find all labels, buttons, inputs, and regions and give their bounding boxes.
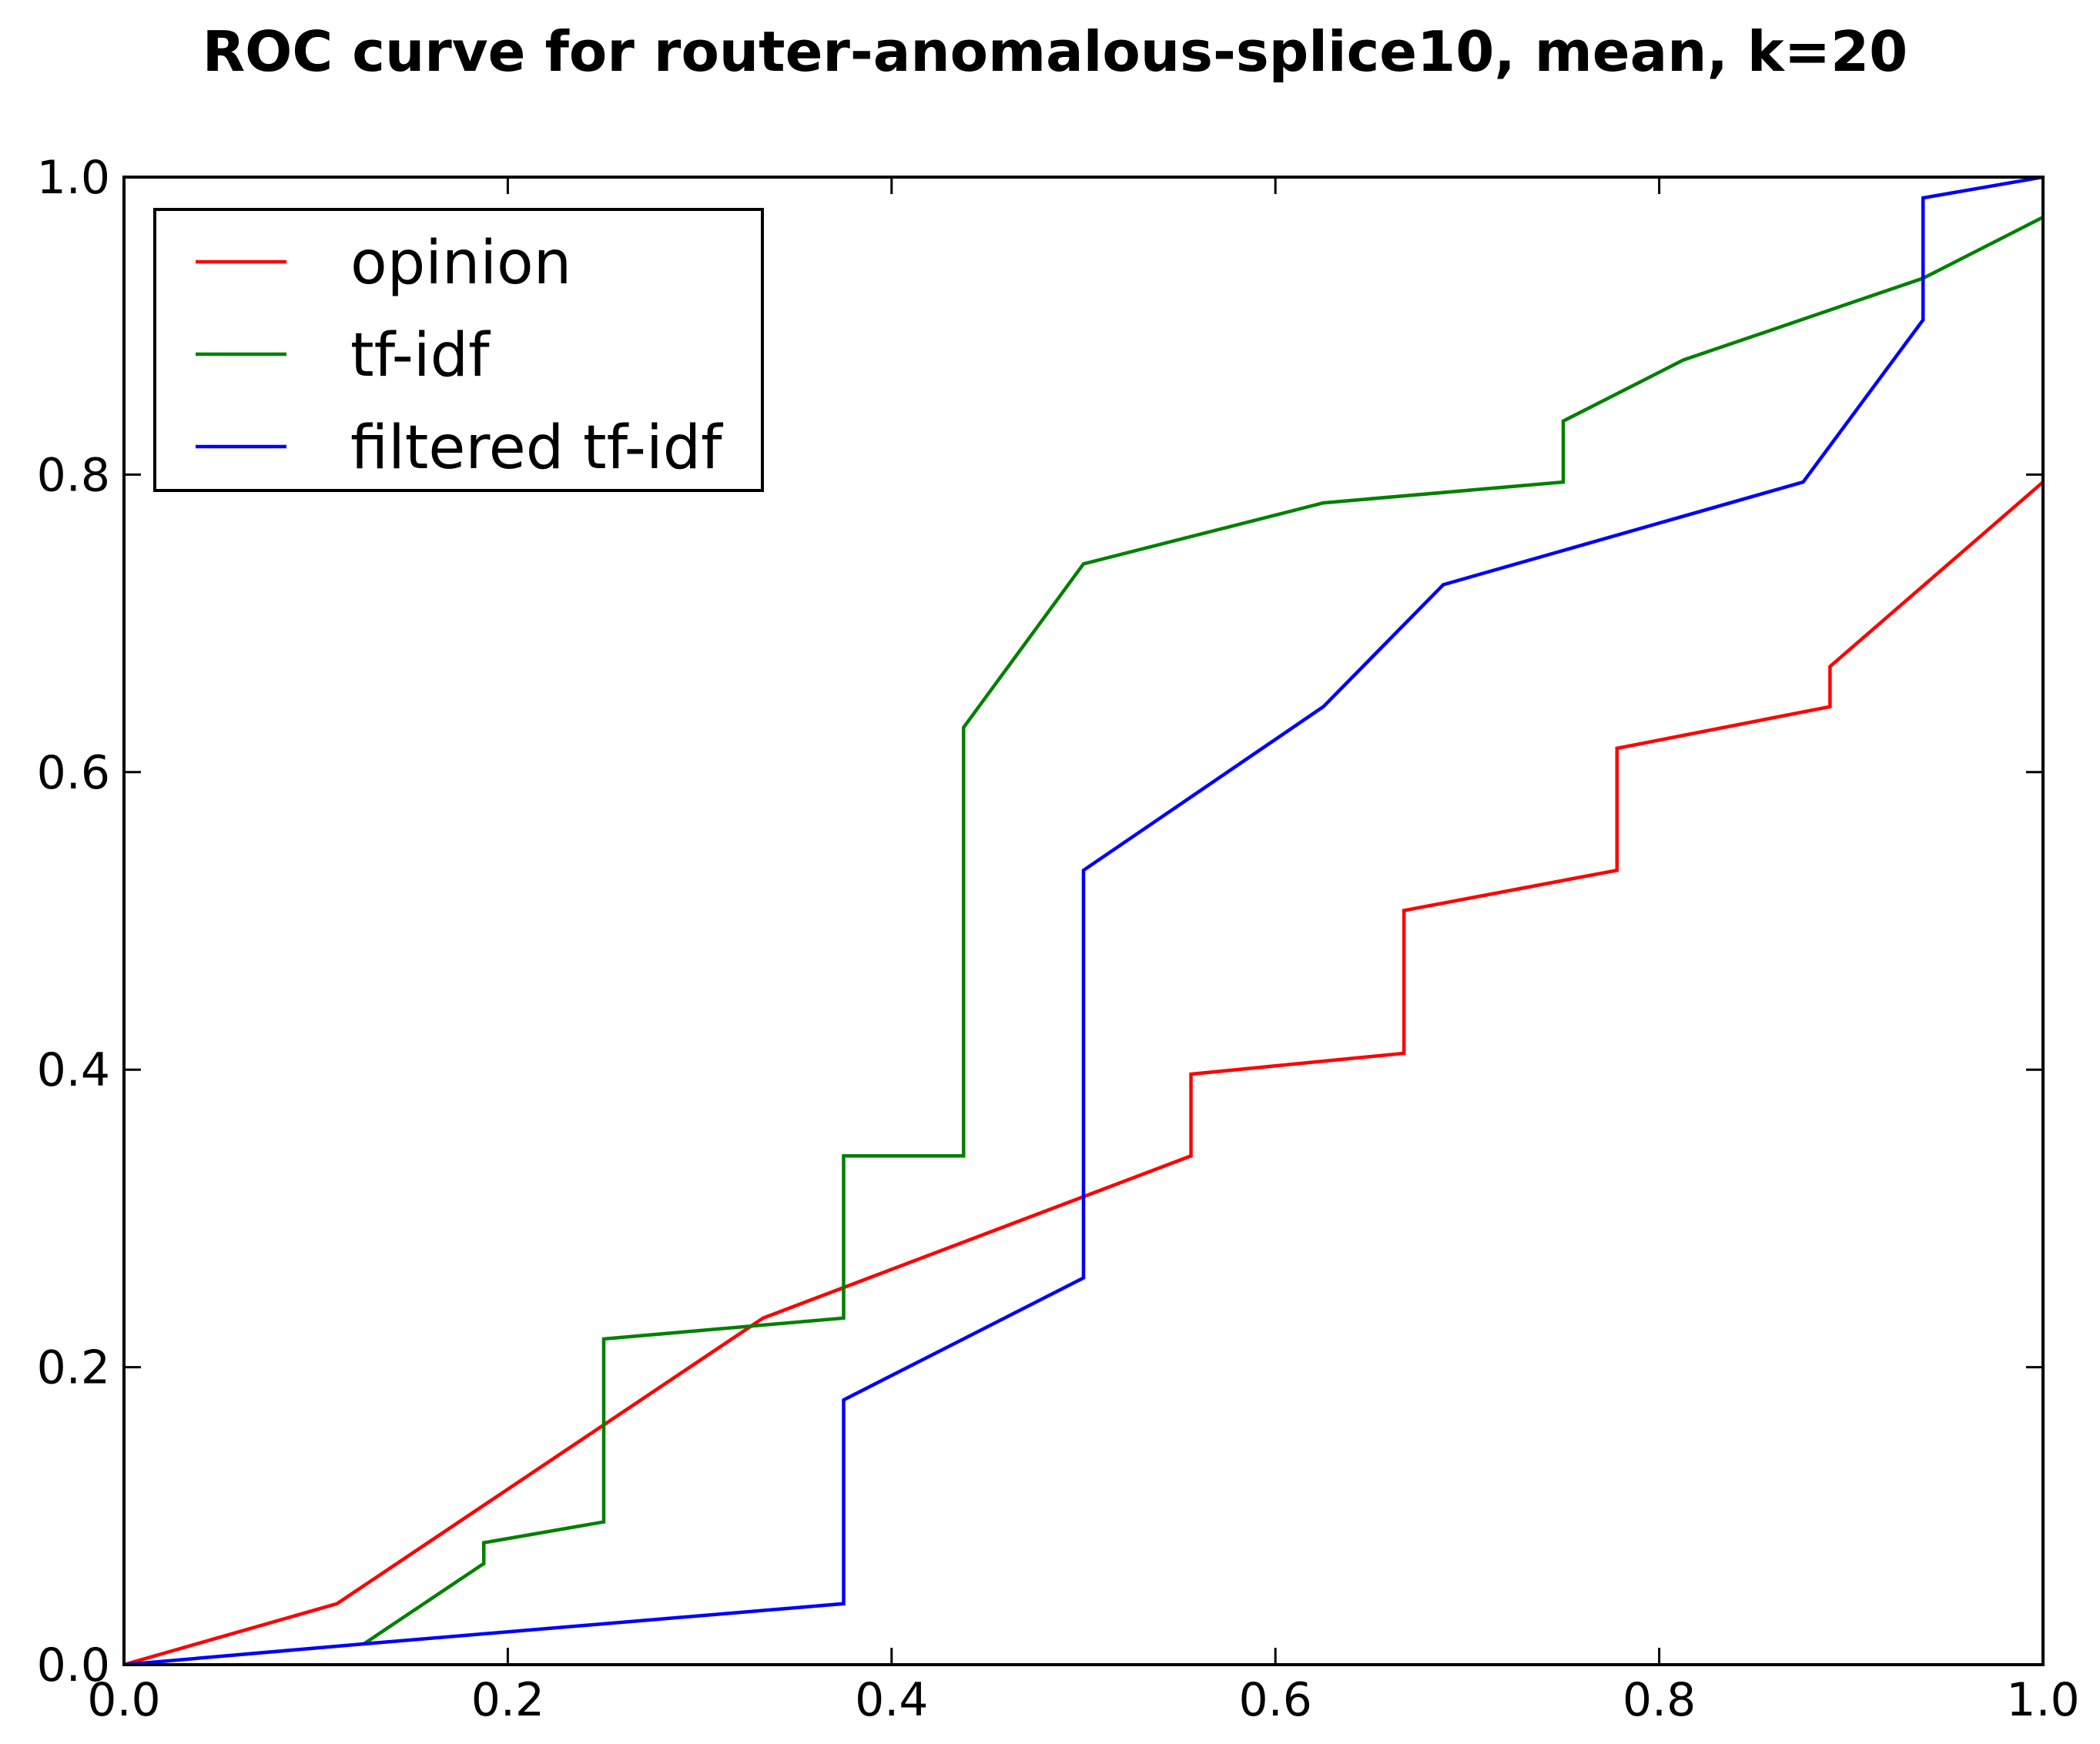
legend-label: opinion [350,229,571,298]
legend-label: tf-idf [350,321,491,390]
x-tick-label: 0.4 [855,1673,928,1727]
y-tick-label: 0.6 [37,746,110,800]
plot-area: 0.0 0.2 0.4 0.6 0.8 1.0 0.0 0.2 0.4 0.6 0.8 1.0 [37,151,2080,1727]
y-tick-label: 1.0 [37,151,110,205]
x-tick-label: 0.2 [471,1673,544,1727]
axes-frame [122,176,2045,1666]
series-line-filtered-tf-idf [124,177,2043,1665]
y-tick-label: 0.2 [37,1341,110,1395]
legend-box [153,208,764,492]
series-line-tf-idf [363,216,2043,1645]
legend-label: filtered tf-idf [350,413,723,483]
series-line-opinion [124,480,2043,1665]
chart-title: ROC curve for router-anomalous-splice10,… [203,19,1908,84]
x-tick-label: 0.6 [1238,1673,1311,1727]
x-tick-label: 0.0 [87,1673,160,1727]
y-tick-label: 0.4 [37,1043,110,1097]
y-tick-label: 0.0 [37,1639,110,1692]
legend: opinion tf-idf filtered tf-idf [153,208,764,492]
x-tick-label: 1.0 [2006,1673,2079,1727]
y-tick-label: 0.8 [37,448,110,502]
x-tick-label: 0.8 [1623,1673,1696,1727]
